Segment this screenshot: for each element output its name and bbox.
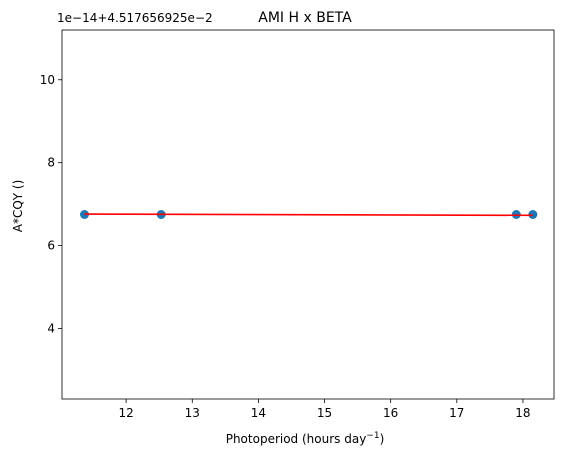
y-offset-label: 1e−14+4.517656925e−2 [57, 11, 213, 25]
x-axis-label-suffix: ) [380, 432, 385, 446]
x-axis-label-superscript: −1 [366, 431, 379, 441]
x-axis-label-main: Photoperiod (hours day [226, 432, 367, 446]
y-axis-label: A*CQY () [11, 180, 25, 233]
x-tick-label: 18 [515, 406, 530, 420]
x-axis-label: Photoperiod (hours day−1) [226, 431, 385, 446]
x-tick-label: 14 [251, 406, 266, 420]
plot-frame [61, 29, 555, 400]
y-tick-label: 10 [40, 73, 55, 87]
x-tick-label: 15 [317, 406, 332, 420]
x-tick-label: 16 [383, 406, 398, 420]
x-tick-label: 13 [185, 406, 200, 420]
chart-title: AMI H x BETA [258, 10, 352, 26]
y-tick-label: 4 [47, 322, 55, 336]
x-tick-label: 12 [119, 406, 134, 420]
plot-area: 12 13 14 15 16 17 18 4 6 8 10 [40, 29, 555, 420]
y-tick-label: 6 [47, 239, 55, 253]
x-tick-label: 17 [449, 406, 464, 420]
data-point-4 [528, 210, 538, 219]
y-tick-label: 8 [47, 156, 55, 170]
fit-line [84, 213, 533, 217]
